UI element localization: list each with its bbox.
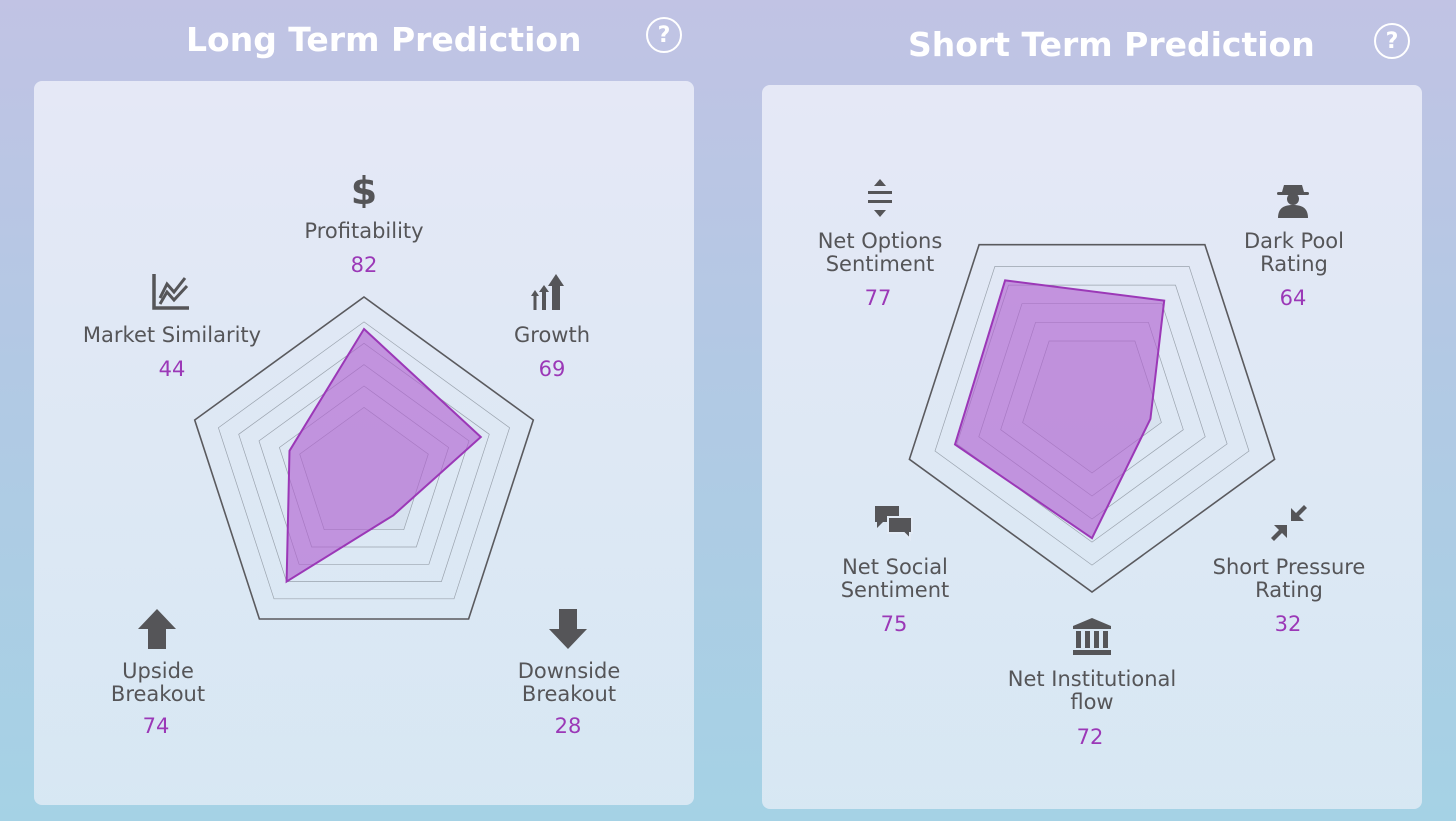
label-line: Rating (1255, 578, 1323, 602)
arrow-up-icon (138, 609, 176, 649)
line-chart-icon (152, 274, 189, 310)
label-line: Breakout (521, 682, 617, 706)
value-net-options-sentiment: 77 (864, 286, 892, 310)
label-line: Short Pressure (1212, 555, 1366, 579)
radar-data-area (285, 327, 483, 584)
label-profitability: Profitability (304, 219, 424, 243)
label-dark-pool-rating: Dark Pool Rating (1244, 230, 1344, 276)
value-market-similarity: 44 (158, 357, 186, 381)
radar-outline (193, 296, 535, 620)
value-short-pressure-rating: 32 (1274, 612, 1302, 636)
long-term-title: Long Term Prediction (186, 20, 582, 59)
label-line: Sentiment (825, 252, 935, 276)
help-label: ? (1385, 28, 1399, 54)
label-line: Downside (517, 659, 621, 683)
label-line: Upside (122, 659, 194, 683)
label-line: Rating (1260, 252, 1328, 276)
label-net-institutional-flow: Net Institutional flow (1008, 668, 1177, 714)
label-growth: Growth (513, 323, 591, 347)
label-downside-breakout: Downside Breakout (518, 660, 621, 706)
value-downside-breakout: 28 (554, 714, 582, 738)
radar-grid-ring (238, 342, 490, 582)
value-net-social-sentiment: 75 (880, 612, 908, 636)
help-label: ? (657, 22, 671, 48)
short-term-radar (908, 243, 1276, 593)
short-term-title: Short Term Prediction (908, 25, 1315, 64)
label-line: Dark Pool (1244, 229, 1344, 253)
label-line: flow (1070, 690, 1114, 714)
radar-outline (908, 243, 1276, 593)
value-net-institutional-flow: 72 (1076, 725, 1104, 749)
short-term-help-button[interactable]: ? (1374, 23, 1410, 59)
radar-grid-ring (217, 321, 511, 600)
expand-vertical-icon (868, 179, 892, 217)
value-profitability: 82 (350, 253, 378, 277)
label-line: Net Institutional (1007, 667, 1177, 691)
value-growth: 69 (538, 357, 566, 381)
bank-icon (1073, 618, 1111, 655)
growth-arrows-icon (531, 274, 564, 310)
label-short-pressure-rating: Short Pressure Rating (1213, 556, 1366, 602)
label-net-social-sentiment: Net Social Sentiment (841, 556, 950, 602)
chat-bubbles-icon (875, 506, 913, 541)
label-line: Net Social (842, 555, 948, 579)
spy-icon (1277, 185, 1309, 218)
label-upside-breakout: Upside Breakout (111, 660, 205, 706)
arrow-down-icon (549, 609, 587, 649)
value-dark-pool-rating: 64 (1279, 286, 1307, 310)
radar-data-area (953, 279, 1166, 540)
label-net-options-sentiment: Net Options Sentiment (818, 230, 943, 276)
label-market-similarity: Market Similarity (82, 323, 262, 347)
svg-text:$: $ (351, 170, 377, 208)
label-line: Breakout (110, 682, 206, 706)
long-term-help-button[interactable]: ? (646, 17, 682, 53)
label-line: Net Options (817, 229, 943, 253)
value-upside-breakout: 74 (142, 714, 170, 738)
radar-grid-ring (934, 266, 1250, 566)
long-term-radar (193, 296, 535, 620)
compress-arrows-icon (1271, 505, 1307, 541)
dollar-icon: $ (351, 170, 377, 208)
label-line: Sentiment (840, 578, 950, 602)
